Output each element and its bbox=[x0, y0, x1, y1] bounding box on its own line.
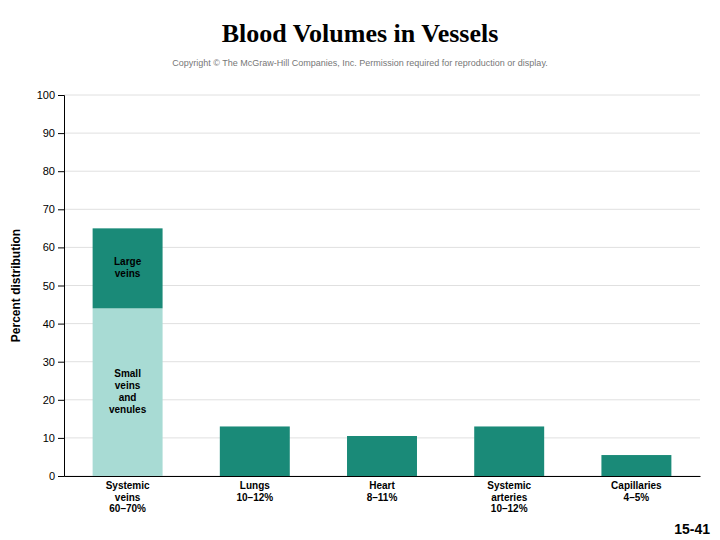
plot: 0102030405060708090100Systemicveins60–70… bbox=[9, 89, 701, 514]
x-tick-label-line: Heart bbox=[369, 480, 395, 491]
bar bbox=[220, 426, 290, 476]
bar bbox=[93, 228, 163, 308]
y-tick-mark bbox=[58, 324, 64, 325]
y-tick: 0 bbox=[49, 470, 64, 482]
x-tick-label-line: Capillaries bbox=[611, 480, 662, 491]
y-tick: 90 bbox=[43, 127, 64, 139]
y-tick: 100 bbox=[37, 89, 64, 101]
y-axis-title: Percent distribution bbox=[9, 229, 23, 342]
y-tick: 10 bbox=[43, 432, 64, 444]
x-tick-label: Lungs10–12% bbox=[236, 480, 273, 503]
segment-label: Largeveins bbox=[114, 256, 142, 279]
y-tick-mark bbox=[58, 133, 64, 134]
y-tick: 70 bbox=[43, 203, 64, 215]
x-tick-label-line: 60–70% bbox=[109, 503, 146, 514]
bar bbox=[474, 426, 544, 476]
y-tick-mark bbox=[58, 400, 64, 401]
bars bbox=[93, 228, 672, 476]
copyright: Copyright © The McGraw-Hill Companies, I… bbox=[172, 58, 547, 68]
x-tick-label-line: 8–11% bbox=[367, 492, 398, 503]
x-axis-line bbox=[65, 476, 701, 477]
grid-line bbox=[64, 171, 700, 172]
segment-label-line: veins bbox=[115, 380, 141, 391]
series bbox=[93, 308, 163, 476]
x-tick-label: Heart8–11% bbox=[367, 480, 398, 503]
y-tick-mark bbox=[58, 476, 64, 477]
segment-label-line: venules bbox=[109, 404, 147, 415]
slide-number: 15-41 bbox=[674, 521, 710, 537]
title: Blood Volumes in Vessels bbox=[222, 19, 499, 48]
y-tick: 40 bbox=[43, 318, 64, 330]
y-tick-label: 50 bbox=[43, 280, 55, 292]
y-tick-mark bbox=[58, 171, 64, 172]
y-tick: 20 bbox=[43, 394, 64, 406]
bar bbox=[347, 436, 417, 476]
x-tick-label: Systemicveins60–70% bbox=[106, 480, 150, 514]
x-tick-label-line: 10–12% bbox=[236, 492, 273, 503]
grid bbox=[64, 95, 700, 476]
segment-label-line: and bbox=[119, 392, 137, 403]
bar bbox=[601, 455, 671, 476]
segment-label-line: Small bbox=[114, 368, 141, 379]
y-tick-mark bbox=[58, 247, 64, 248]
y-tick-label: 40 bbox=[43, 318, 55, 330]
y-tick: 30 bbox=[43, 356, 64, 368]
x-tick-label-line: veins bbox=[115, 492, 141, 503]
y-tick-label: 0 bbox=[49, 470, 55, 482]
grid-line bbox=[64, 133, 700, 134]
segment-label-line: veins bbox=[115, 268, 141, 279]
y-axis-line bbox=[58, 96, 65, 477]
grid-line bbox=[64, 95, 700, 96]
y-tick: 80 bbox=[43, 165, 64, 177]
y-tick-mark bbox=[58, 95, 64, 96]
grid-line bbox=[64, 209, 700, 210]
y-tick: 50 bbox=[43, 280, 64, 292]
y-tick-label: 10 bbox=[43, 432, 55, 444]
x-tick-label: Capillaries4–5% bbox=[611, 480, 662, 503]
x-tick-label-line: Systemic bbox=[487, 480, 531, 491]
y-tick-label: 60 bbox=[43, 241, 55, 253]
y-axis: 0 10 20 30 40 50 60 70 80 90 100 bbox=[37, 89, 65, 482]
x-tick-label-line: 10–12% bbox=[491, 503, 528, 514]
y-tick-label: 100 bbox=[37, 89, 55, 101]
segment-label: Smallveinsandvenules bbox=[109, 368, 147, 415]
x-tick-label: Systemicarteries10–12% bbox=[487, 480, 531, 514]
segment-label-line: Large bbox=[114, 256, 142, 267]
series bbox=[93, 228, 672, 476]
x-tick: Systemicveins60–70% bbox=[106, 476, 150, 514]
y-tick-mark bbox=[58, 286, 64, 287]
y-tick-label: 70 bbox=[43, 203, 55, 215]
y-tick-mark bbox=[58, 438, 64, 439]
x-tick-label-line: 4–5% bbox=[624, 492, 650, 503]
y-tick-label: 20 bbox=[43, 394, 55, 406]
chart: Blood Volumes in Vessels Copyright © The … bbox=[0, 0, 720, 540]
x-tick: Systemicarteries10–12% bbox=[487, 476, 531, 514]
y-tick-mark bbox=[58, 362, 64, 363]
x-tick: Heart8–11% bbox=[367, 476, 398, 503]
x-axis: Systemicveins60–70%Lungs10–12%Heart8–11%… bbox=[65, 476, 701, 514]
y-tick-mark bbox=[58, 209, 64, 210]
y-tick-label: 30 bbox=[43, 356, 55, 368]
y-tick-label: 90 bbox=[43, 127, 55, 139]
bar bbox=[93, 308, 163, 476]
y-tick-label: 80 bbox=[43, 165, 55, 177]
x-tick-label-line: arteries bbox=[491, 492, 528, 503]
x-tick-label-line: Lungs bbox=[240, 480, 270, 491]
x-tick: Capillaries4–5% bbox=[611, 476, 662, 503]
y-tick: 60 bbox=[43, 241, 64, 253]
x-tick: Lungs10–12% bbox=[236, 476, 273, 503]
x-tick-label-line: Systemic bbox=[106, 480, 150, 491]
